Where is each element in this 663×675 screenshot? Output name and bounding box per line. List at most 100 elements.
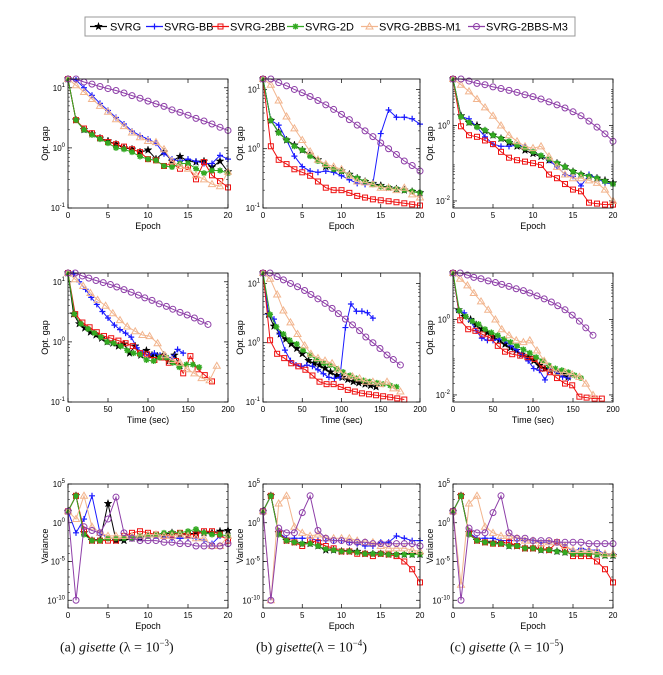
data-point (267, 596, 275, 604)
data-point (509, 351, 516, 358)
y-tick-label: 100 (53, 518, 66, 528)
data-point (558, 367, 565, 374)
data-point (160, 102, 168, 110)
y-tick-label: 10-5 (246, 557, 261, 567)
axes-frame (262, 483, 421, 609)
data-point (175, 161, 185, 169)
data-point (161, 162, 167, 169)
data-point (176, 540, 184, 548)
data-point (320, 356, 330, 364)
data-point (314, 527, 322, 534)
data-point (530, 160, 536, 167)
data-point (97, 334, 104, 341)
series-svrg-2bb (260, 270, 408, 403)
data-point (369, 550, 376, 557)
data-point (97, 537, 103, 544)
data-point (78, 281, 88, 290)
x-tick-label: 5 (491, 211, 496, 220)
data-point (593, 540, 601, 548)
data-point (274, 96, 284, 104)
data-point (586, 199, 592, 206)
data-point (512, 285, 520, 293)
data-point (356, 327, 364, 335)
y-tick-label: 100 (248, 338, 261, 348)
series-svrg-2bbs-m1 (449, 75, 617, 204)
data-point (267, 117, 274, 124)
data-point (520, 536, 530, 544)
data-point (73, 492, 79, 499)
data-point (314, 178, 321, 185)
data-point (365, 391, 372, 398)
data-point (209, 531, 215, 538)
data-point (73, 529, 79, 536)
data-point (482, 539, 488, 546)
data-point (159, 531, 169, 539)
data-point (457, 596, 465, 604)
data-point (562, 380, 568, 387)
data-point (295, 363, 302, 370)
y-tick-label: 10-1 (51, 203, 66, 213)
data-point (283, 137, 290, 144)
data-point (377, 197, 384, 204)
data-point (331, 375, 338, 382)
data-point (472, 491, 482, 499)
data-point (538, 161, 544, 168)
data-point (174, 346, 181, 353)
data-point (85, 274, 93, 282)
data-point (578, 182, 584, 189)
data-point (512, 136, 522, 145)
data-point (185, 160, 191, 167)
data-point (546, 369, 553, 376)
data-point (463, 280, 472, 289)
data-point (333, 365, 343, 373)
data-point (204, 320, 212, 328)
data-point (215, 156, 225, 166)
data-point (344, 533, 354, 542)
data-point (275, 79, 283, 87)
data-point (150, 358, 157, 365)
legend-item: SVRG-2D (287, 22, 354, 34)
data-point (199, 174, 209, 183)
data-point (320, 370, 327, 377)
data-point (584, 545, 594, 554)
data-point (330, 105, 338, 113)
data-point (497, 85, 505, 93)
data-point (184, 111, 192, 119)
data-point (127, 128, 137, 136)
data-point (465, 326, 472, 333)
data-point (201, 159, 207, 166)
data-point (456, 307, 463, 314)
data-point (79, 491, 89, 499)
data-point (300, 347, 307, 354)
data-point (392, 185, 401, 194)
legend-label: SVRG-2BBS-M1 (379, 22, 461, 34)
x-axis-label: Epoch (329, 221, 355, 231)
data-point (160, 350, 170, 359)
legend-box (84, 16, 576, 37)
data-point (136, 94, 144, 102)
data-point (305, 531, 315, 539)
data-point (197, 373, 206, 382)
data-point (362, 543, 369, 549)
data-point (401, 200, 408, 207)
data-point (547, 298, 555, 306)
subplot: 105 100 10-5 10-100 5 10 15 20 Epoch Variance (235, 479, 425, 631)
series-svrg-2bbs-m3 (64, 269, 212, 328)
data-point (338, 187, 345, 194)
data-point (533, 354, 540, 361)
data-point (577, 112, 585, 120)
x-tick-label: 5 (491, 611, 496, 620)
data-point (598, 395, 605, 402)
data-point (97, 136, 103, 143)
data-point (273, 323, 280, 330)
data-point (547, 364, 556, 372)
data-point (326, 362, 333, 369)
y-tick-label: 101 (53, 83, 66, 93)
y-tick-label: 105 (248, 479, 261, 489)
series-line (68, 272, 209, 325)
data-point (337, 383, 344, 390)
data-point (290, 529, 298, 537)
data-point (117, 343, 124, 350)
data-point (167, 531, 177, 539)
data-point (307, 352, 314, 359)
